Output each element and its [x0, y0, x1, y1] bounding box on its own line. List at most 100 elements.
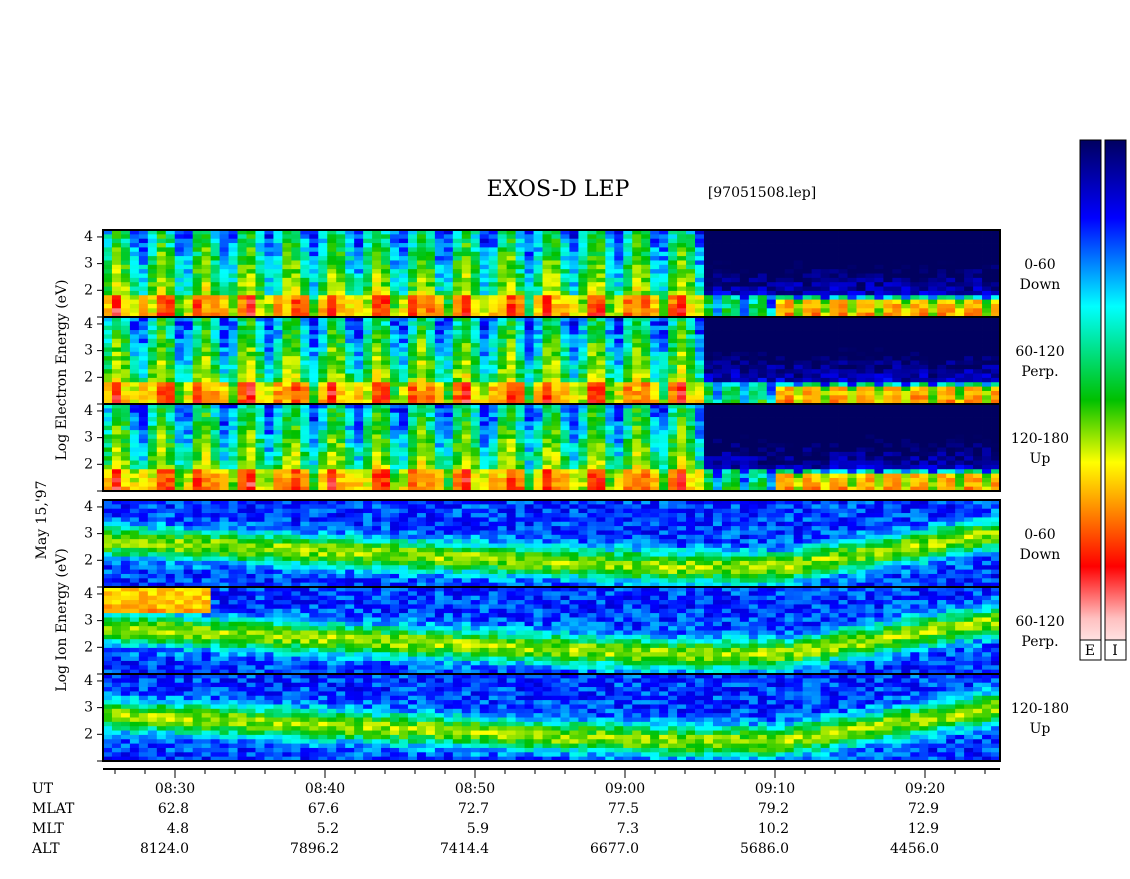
- spectrogram-cell: [148, 478, 157, 483]
- spectrogram-cell: [247, 374, 256, 379]
- spectrogram-cell: [623, 378, 632, 383]
- spectrogram-cell: [686, 247, 695, 252]
- spectrogram-cell: [507, 256, 516, 261]
- spectrogram-cell: [928, 295, 937, 300]
- spectrogram-cell: [363, 243, 372, 248]
- spectrogram-cell: [372, 260, 381, 265]
- spectrogram-cell: [247, 295, 256, 300]
- spectrogram-cell: [928, 321, 937, 326]
- spectrogram-cell: [426, 421, 435, 426]
- spectrogram-cell: [130, 308, 139, 313]
- spectrogram-cell: [318, 408, 327, 413]
- spectrogram-cell: [749, 274, 758, 279]
- spectrogram-cell: [229, 434, 238, 439]
- spectrogram-cell: [282, 347, 291, 352]
- spectrogram-cell: [381, 448, 390, 453]
- spectrogram-cell: [516, 478, 525, 483]
- spectrogram-cell: [471, 391, 480, 396]
- spectrogram-cell: [435, 461, 444, 466]
- spectrogram-cell: [552, 374, 561, 379]
- spectrogram-cell: [507, 452, 516, 457]
- spectrogram-cell: [569, 352, 578, 357]
- spectrogram-cell: [390, 352, 399, 357]
- spectrogram-cell: [184, 434, 193, 439]
- spectrogram-cell: [112, 474, 121, 479]
- spectrogram-cell: [336, 326, 345, 331]
- spectrogram-cell: [103, 352, 112, 357]
- spectrogram-cell: [300, 278, 309, 283]
- spectrogram-cell: [507, 417, 516, 422]
- spectrogram-cell: [785, 395, 794, 400]
- spectrogram-cell: [273, 361, 282, 366]
- spectrogram-cell: [390, 448, 399, 453]
- spectrogram-cell: [740, 347, 749, 352]
- spectrogram-cell: [480, 260, 489, 265]
- spectrogram-cell: [578, 234, 587, 239]
- spectrogram-cell: [596, 395, 605, 400]
- spectrogram-cell: [399, 239, 408, 244]
- spectrogram-cell: [937, 326, 946, 331]
- spectrogram-cell: [417, 256, 426, 261]
- spectrogram-cell: [740, 387, 749, 392]
- spectrogram-cell: [865, 395, 874, 400]
- spectrogram-cell: [713, 382, 722, 387]
- spectrogram-cell: [623, 300, 632, 305]
- spectrogram-cell: [255, 365, 264, 370]
- spectrogram-cell: [498, 356, 507, 361]
- spectrogram-cell: [211, 469, 220, 474]
- spectrogram-cell: [220, 361, 229, 366]
- spectrogram-cell: [534, 260, 543, 265]
- spectrogram-cell: [390, 274, 399, 279]
- spectrogram-cell: [372, 426, 381, 431]
- spectrogram-cell: [507, 443, 516, 448]
- spectrogram-cell: [417, 456, 426, 461]
- spectrogram-cell: [247, 300, 256, 305]
- spectrogram-cell: [372, 295, 381, 300]
- spectrogram-cell: [507, 265, 516, 270]
- spectrogram-cell: [139, 421, 148, 426]
- spectrogram-cell: [148, 347, 157, 352]
- spectrogram-cell: [399, 356, 408, 361]
- spectrogram-cell: [946, 304, 955, 309]
- spectrogram-cell: [991, 343, 1000, 348]
- spectrogram-cell: [928, 304, 937, 309]
- spectrogram-cell: [130, 252, 139, 257]
- spectrogram-cell: [928, 287, 937, 292]
- spectrogram-cell: [623, 269, 632, 274]
- spectrogram-cell: [220, 291, 229, 296]
- spectrogram-cell: [184, 452, 193, 457]
- spectrogram-cell: [381, 343, 390, 348]
- spectrogram-cell: [220, 278, 229, 283]
- spectrogram-cell: [812, 352, 821, 357]
- spectrogram-cell: [327, 308, 336, 313]
- spectrogram-cell: [309, 443, 318, 448]
- spectrogram-cell: [130, 291, 139, 296]
- spectrogram-cell: [354, 356, 363, 361]
- spectrogram-cell: [390, 243, 399, 248]
- spectrogram-cell: [103, 417, 112, 422]
- spectrogram-cell: [668, 382, 677, 387]
- spectrogram-cell: [273, 439, 282, 444]
- spectrogram-cell: [740, 391, 749, 396]
- spectrogram-cell: [471, 465, 480, 470]
- spectrogram-cell: [569, 334, 578, 339]
- spectrogram-cell: [830, 239, 839, 244]
- spectrogram-cell: [794, 330, 803, 335]
- spectrogram-cell: [372, 452, 381, 457]
- spectrogram-cell: [112, 252, 121, 257]
- spectrogram-cell: [767, 387, 776, 392]
- spectrogram-cell: [264, 282, 273, 287]
- spectrogram-cell: [498, 378, 507, 383]
- spectrogram-cell: [794, 387, 803, 392]
- spectrogram-cell: [641, 234, 650, 239]
- spectrogram-cell: [776, 291, 785, 296]
- spectrogram-cell: [363, 265, 372, 270]
- spectrogram-cell: [507, 474, 516, 479]
- spectrogram-cell: [426, 456, 435, 461]
- spectrogram-cell: [229, 378, 238, 383]
- spectrogram-cell: [901, 304, 910, 309]
- spectrogram-cell: [758, 361, 767, 366]
- spectrogram-cell: [202, 413, 211, 418]
- spectrogram-cell: [785, 321, 794, 326]
- spectrogram-cell: [848, 352, 857, 357]
